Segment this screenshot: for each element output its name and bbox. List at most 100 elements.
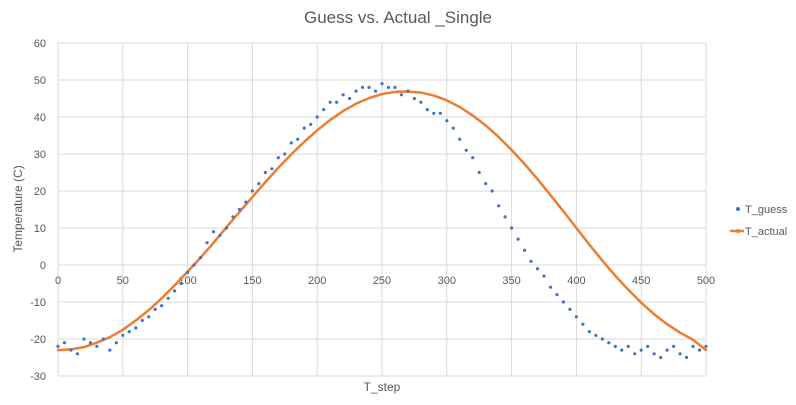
y-tick-label: 60 xyxy=(34,38,46,50)
t-guess-point xyxy=(652,352,656,356)
t-guess-point xyxy=(140,318,144,323)
t-guess-point xyxy=(697,348,702,352)
t-guess-point xyxy=(542,274,546,278)
legend-label-t-actual: T_actual xyxy=(745,226,787,238)
t-guess-point xyxy=(341,93,345,97)
t-guess-point xyxy=(633,352,637,356)
t-guess-point xyxy=(568,307,572,311)
t-guess-point xyxy=(522,248,527,252)
y-tick-label: 0 xyxy=(40,260,46,272)
t-guess-point xyxy=(302,126,306,130)
t-guess-point xyxy=(510,226,514,230)
y-tick-label: 50 xyxy=(34,75,46,87)
x-tick-label: 200 xyxy=(308,275,326,287)
t-guess-point xyxy=(62,341,67,345)
t-guess-point xyxy=(218,233,222,237)
t-guess-point xyxy=(607,341,611,345)
x-tick-label: 150 xyxy=(243,275,261,287)
t-guess-point xyxy=(600,337,604,341)
t-guess-point xyxy=(704,344,708,348)
t-guess-point xyxy=(380,82,384,86)
legend-marker-t-actual xyxy=(736,229,740,233)
t-guess-point xyxy=(348,96,352,101)
x-tick-label: 50 xyxy=(117,275,129,287)
t-guess-point xyxy=(620,348,624,352)
t-guess-point xyxy=(75,352,80,356)
t-guess-point xyxy=(471,156,475,160)
t-guess-point xyxy=(101,337,105,341)
legend-marker-t-guess xyxy=(736,207,740,211)
t-guess-point xyxy=(309,122,313,126)
y-axis-title: Temperature (C) xyxy=(11,165,25,252)
t-guess-point xyxy=(114,341,118,345)
t-guess-point xyxy=(555,293,559,297)
t-guess-point xyxy=(166,296,170,300)
t-guess-point xyxy=(198,256,203,260)
t-guess-point xyxy=(289,141,293,145)
t-guess-point xyxy=(672,344,676,348)
y-tick-label: 40 xyxy=(34,112,46,124)
t-guess-point xyxy=(276,156,280,160)
t-guess-point xyxy=(134,326,138,330)
series-layer xyxy=(56,82,708,360)
t-guess-point xyxy=(108,348,112,352)
t-guess-point xyxy=(160,304,164,308)
x-tick-label: 500 xyxy=(697,275,715,287)
t-guess-point xyxy=(367,85,371,89)
t-guess-point xyxy=(464,148,468,152)
t-guess-point xyxy=(354,89,358,93)
t-guess-point xyxy=(147,315,151,319)
t-guess-point xyxy=(613,344,617,348)
t-guess-point xyxy=(503,215,507,219)
t-guess-point xyxy=(186,270,190,274)
t-guess-point xyxy=(328,100,332,104)
y-tick-label: -30 xyxy=(30,371,46,383)
t-guess-point xyxy=(646,344,650,348)
x-tick-label: 400 xyxy=(567,275,585,287)
x-tick-label: 250 xyxy=(373,275,391,287)
t-guess-point xyxy=(283,152,287,156)
t-guess-point xyxy=(529,259,533,263)
t-guess-point xyxy=(665,348,669,352)
t-guess-point xyxy=(594,333,598,337)
t-guess-point xyxy=(263,170,267,175)
t-guess-point xyxy=(322,108,326,112)
x-tick-label: 450 xyxy=(632,275,650,287)
t-guess-point xyxy=(484,182,488,186)
t-guess-point xyxy=(458,137,462,141)
t-guess-point xyxy=(95,344,99,348)
t-guess-point xyxy=(88,341,92,345)
t-guess-point xyxy=(445,119,449,123)
x-tick-label: 0 xyxy=(55,275,61,287)
t-guess-point xyxy=(56,344,60,348)
t-guess-point xyxy=(244,200,248,204)
t-guess-point xyxy=(127,330,131,334)
legend: T_guess T_actual xyxy=(730,204,788,238)
chart-title: Guess vs. Actual _Single xyxy=(304,8,492,27)
t-guess-point xyxy=(153,307,157,311)
t-guess-point xyxy=(432,111,436,115)
t-guess-point xyxy=(173,289,177,293)
t-guess-point xyxy=(257,182,261,186)
t-guess-point xyxy=(296,137,300,141)
y-tick-label: 30 xyxy=(34,149,46,161)
t-guess-point xyxy=(192,263,196,267)
t-guess-point xyxy=(451,126,455,130)
t-guess-point xyxy=(211,230,216,234)
t-guess-point xyxy=(548,285,553,289)
t-guess-point xyxy=(231,215,235,219)
t-guess-point xyxy=(121,333,125,337)
x-tick-label: 300 xyxy=(438,275,456,287)
t-guess-point xyxy=(224,226,229,230)
t-guess-point xyxy=(574,315,579,319)
t-guess-point xyxy=(419,100,423,104)
y-tick-label: 20 xyxy=(34,186,46,198)
t-guess-point xyxy=(561,300,566,304)
t-actual-line xyxy=(56,90,708,352)
y-tick-label: -10 xyxy=(30,297,46,309)
t-guess-point xyxy=(684,355,689,360)
t-guess-point xyxy=(581,322,585,326)
t-guess-point xyxy=(587,330,591,334)
